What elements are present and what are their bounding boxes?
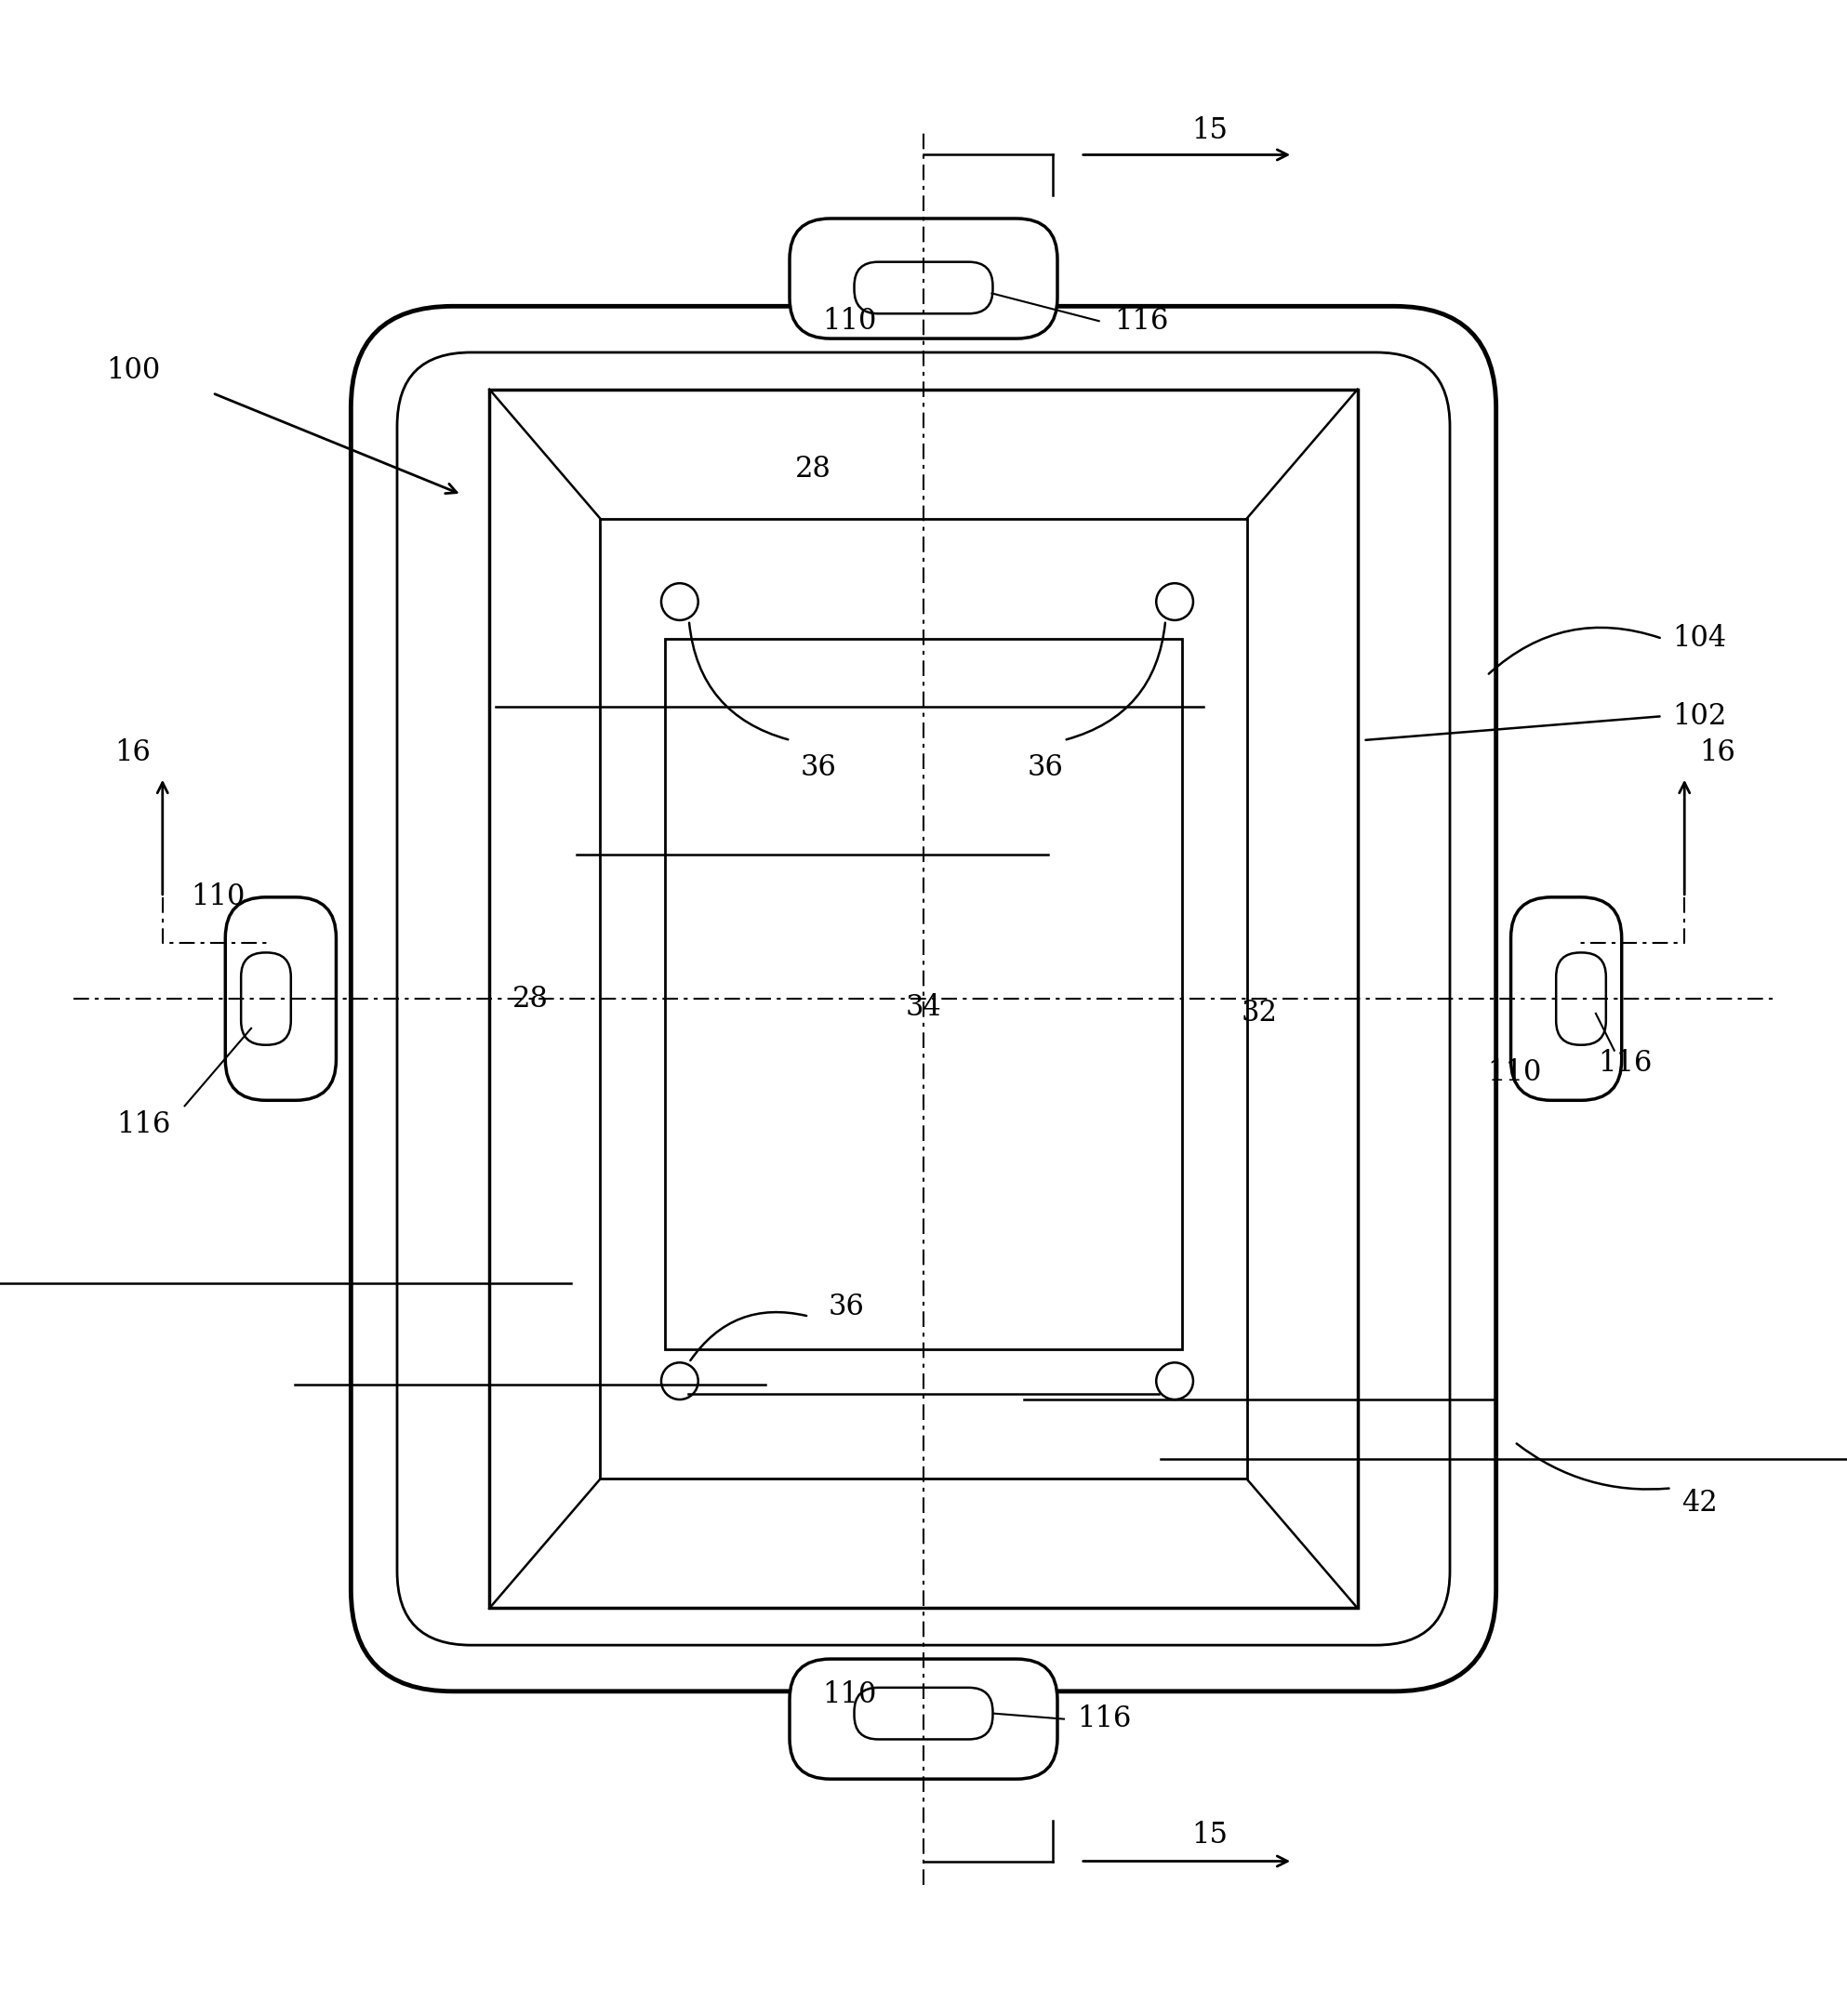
- Text: 28: 28: [512, 984, 549, 1014]
- FancyBboxPatch shape: [1511, 897, 1622, 1101]
- Text: 34: 34: [905, 994, 942, 1022]
- FancyBboxPatch shape: [1555, 954, 1607, 1044]
- Text: 36: 36: [827, 1292, 864, 1322]
- Text: 16: 16: [1699, 738, 1736, 768]
- FancyBboxPatch shape: [351, 306, 1496, 1691]
- Text: 32: 32: [1241, 1000, 1278, 1028]
- Text: 116: 116: [1114, 306, 1169, 335]
- FancyBboxPatch shape: [791, 1659, 1056, 1778]
- Text: 102: 102: [1672, 702, 1727, 730]
- FancyBboxPatch shape: [791, 218, 1056, 339]
- Text: 104: 104: [1672, 625, 1727, 653]
- Text: 110: 110: [190, 883, 246, 911]
- Text: 110: 110: [822, 1681, 877, 1710]
- Text: 100: 100: [105, 357, 161, 385]
- Text: 42: 42: [1681, 1488, 1718, 1518]
- FancyBboxPatch shape: [240, 954, 290, 1044]
- FancyBboxPatch shape: [853, 1687, 994, 1740]
- Text: 15: 15: [1191, 1820, 1228, 1851]
- Bar: [600, 518, 1247, 1480]
- Bar: [665, 639, 1182, 1349]
- Text: 15: 15: [1191, 117, 1228, 145]
- Text: 116: 116: [116, 1111, 172, 1139]
- Text: 16: 16: [115, 738, 151, 768]
- Text: 36: 36: [1027, 754, 1064, 782]
- Text: 28: 28: [794, 454, 831, 484]
- Text: 36: 36: [800, 754, 837, 782]
- Text: 110: 110: [822, 306, 877, 335]
- Text: 116: 116: [1598, 1048, 1653, 1079]
- FancyBboxPatch shape: [853, 262, 994, 314]
- Text: 110: 110: [1487, 1058, 1542, 1087]
- Bar: [489, 389, 1358, 1609]
- Text: 116: 116: [1077, 1706, 1132, 1734]
- FancyBboxPatch shape: [225, 897, 336, 1101]
